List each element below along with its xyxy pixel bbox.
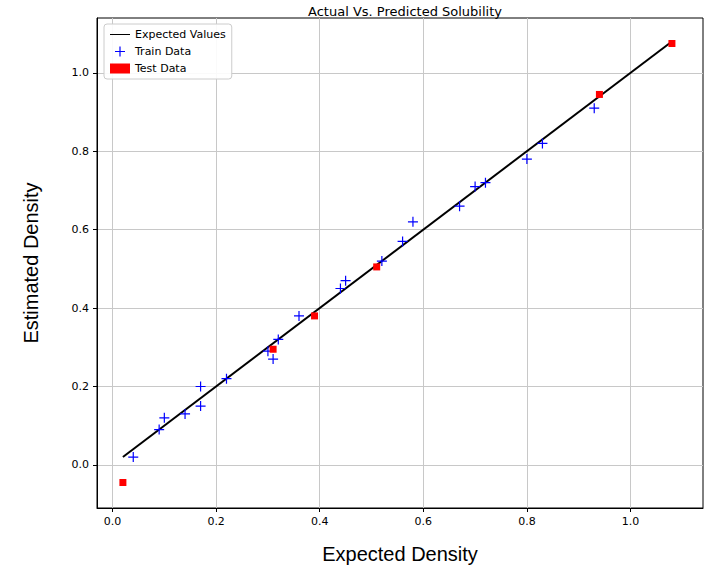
svg-text:1.0: 1.0 <box>72 66 90 79</box>
svg-text:0.0: 0.0 <box>72 458 90 471</box>
svg-text:0.2: 0.2 <box>207 515 225 528</box>
svg-text:1.0: 1.0 <box>622 515 640 528</box>
svg-text:Expected Density: Expected Density <box>322 543 478 565</box>
svg-text:Actual Vs. Predicted Solubilit: Actual Vs. Predicted Solubility <box>308 4 502 19</box>
svg-text:0.0: 0.0 <box>104 515 122 528</box>
svg-text:Estimated Density: Estimated Density <box>20 182 42 343</box>
svg-text:Train Data: Train Data <box>134 45 191 58</box>
svg-text:0.6: 0.6 <box>72 223 90 236</box>
svg-text:0.6: 0.6 <box>415 515 433 528</box>
svg-text:0.4: 0.4 <box>311 515 329 528</box>
svg-text:0.8: 0.8 <box>72 145 90 158</box>
svg-text:0.2: 0.2 <box>72 380 90 393</box>
svg-text:Expected Values: Expected Values <box>135 28 226 41</box>
svg-text:Test Data: Test Data <box>134 62 186 75</box>
svg-text:0.4: 0.4 <box>72 302 90 315</box>
svg-text:0.8: 0.8 <box>518 515 536 528</box>
